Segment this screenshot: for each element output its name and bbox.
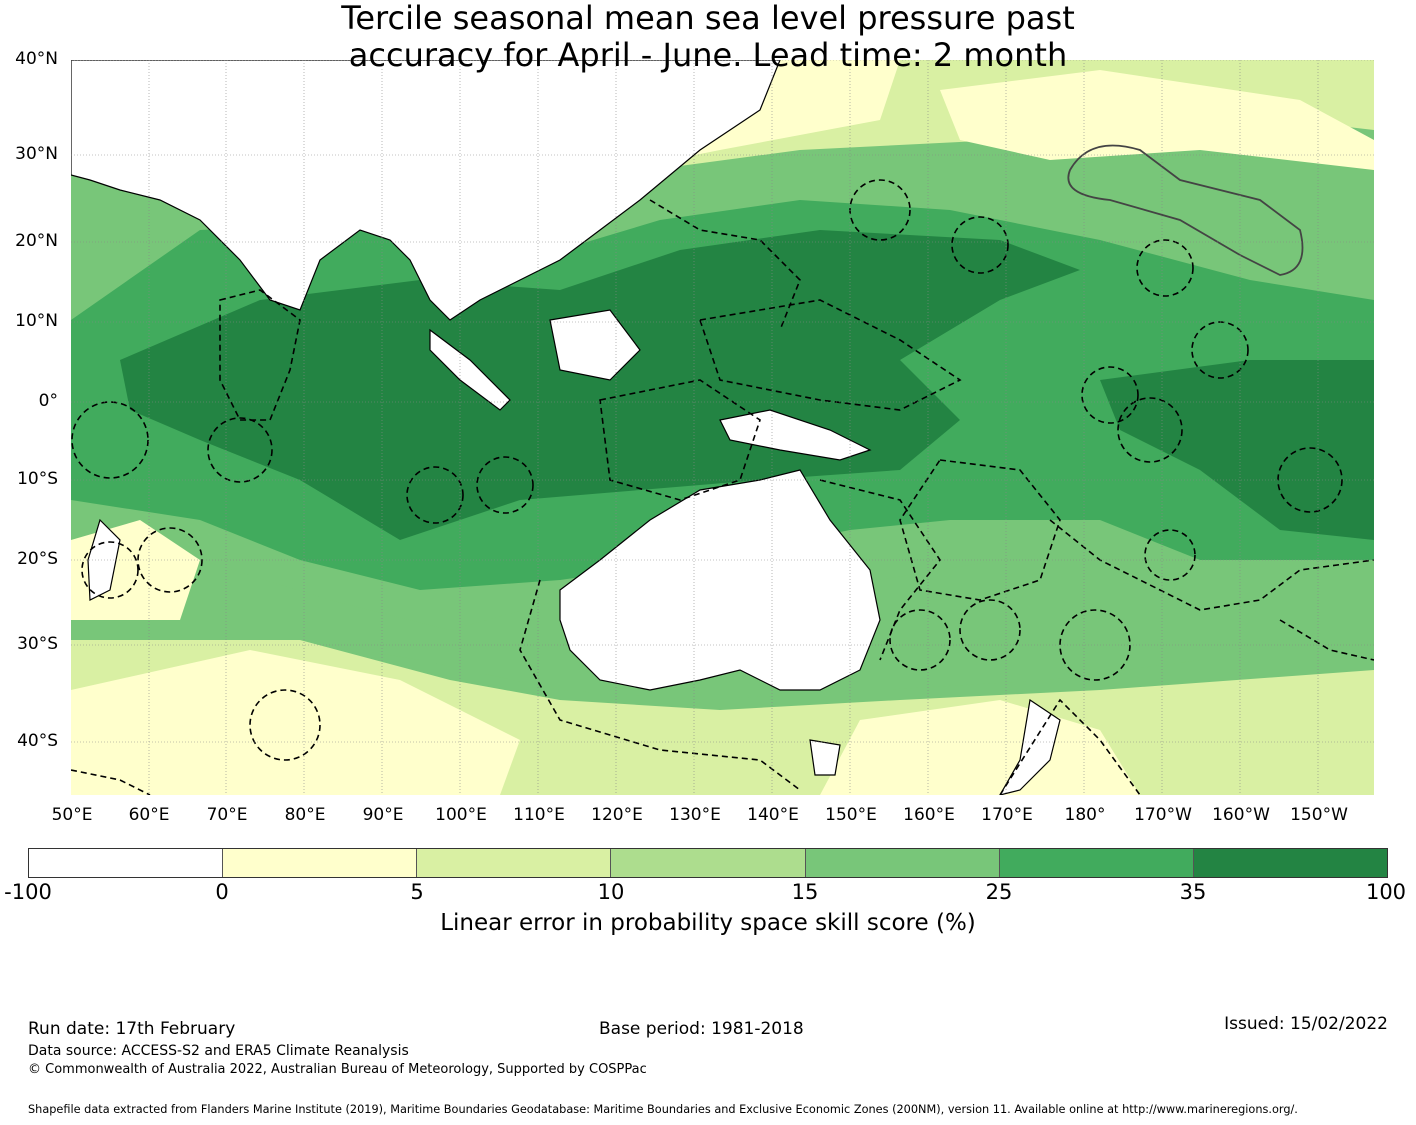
lat-label: 20°N — [15, 231, 58, 251]
lat-label: 20°S — [17, 549, 58, 569]
base-period: Base period: 1981-2018 — [599, 1019, 804, 1039]
lon-label: 160°E — [903, 805, 955, 825]
lon-label: 150°W — [1290, 805, 1348, 825]
data-source: Data source: ACCESS-S2 and ERA5 Climate … — [28, 1043, 409, 1059]
lon-label: 80°E — [284, 805, 326, 825]
colorbar-segment — [999, 849, 1194, 877]
band-core-tropics — [120, 230, 1080, 540]
colorbar-segment — [29, 849, 224, 877]
colorbar-tick: 25 — [985, 880, 1013, 904]
hawaii-eez — [1067, 144, 1304, 276]
lon-label: 90°E — [362, 805, 404, 825]
colorbar-tick: 100 — [1365, 880, 1407, 904]
lon-label: 120°E — [591, 805, 643, 825]
colorbar-tick: 10 — [597, 880, 625, 904]
colorbar — [28, 848, 1388, 878]
lon-label: 60°E — [128, 805, 170, 825]
run-date: Run date: 17th February — [28, 1019, 236, 1039]
skill-map — [71, 60, 1374, 795]
lat-label: 10°S — [17, 469, 58, 489]
lat-label: 10°N — [15, 311, 58, 331]
land-new-guinea — [719, 409, 872, 461]
colorbar-tick: -100 — [4, 880, 52, 904]
lon-label: 180° — [1064, 805, 1106, 825]
colorbar-tick: 35 — [1179, 880, 1207, 904]
shapefile-credit: Shapefile data extracted from Flanders M… — [28, 1103, 1298, 1116]
lat-label: 0° — [38, 391, 58, 411]
lon-label: 160°W — [1212, 805, 1270, 825]
colorbar-label: Linear error in probability space skill … — [440, 910, 976, 936]
chart-title-line-2: accuracy for April - June. Lead time: 2 … — [348, 36, 1068, 74]
colorbar-segment — [805, 849, 1000, 877]
lon-label: 50°E — [51, 805, 93, 825]
issued-date: Issued: 15/02/2022 — [1224, 1014, 1388, 1034]
band-core-east — [1100, 360, 1374, 540]
lon-label: 130°E — [669, 805, 721, 825]
lat-label: 40°N — [15, 49, 58, 69]
colorbar-segment — [417, 849, 612, 877]
lon-label: 170°W — [1134, 805, 1192, 825]
lon-label: 140°E — [747, 805, 799, 825]
lon-label: 150°E — [825, 805, 877, 825]
land-australia — [559, 469, 881, 691]
lon-label: 70°E — [206, 805, 248, 825]
colorbar-segment — [611, 849, 806, 877]
lon-label: 100°E — [435, 805, 487, 825]
lat-label: 30°N — [15, 144, 58, 164]
land-sumatra — [429, 328, 511, 411]
lon-label: 110°E — [513, 805, 565, 825]
land — [71, 60, 1061, 795]
band-pale-north-east — [940, 70, 1374, 170]
copyright: © Commonwealth of Australia 2022, Austra… — [28, 1062, 647, 1077]
land-asia — [71, 60, 781, 321]
lat-label: 30°S — [17, 634, 58, 654]
land-tasmania — [809, 739, 841, 776]
lon-label: 170°E — [981, 805, 1033, 825]
land-borneo — [549, 309, 641, 381]
colorbar-tick: 0 — [215, 880, 229, 904]
lat-label: 40°S — [17, 731, 58, 751]
colorbar-segment — [1193, 849, 1387, 877]
chart-title-line-1: Tercile seasonal mean sea level pressure… — [341, 0, 1075, 37]
band-south-white — [71, 650, 520, 795]
colorbar-tick: 15 — [791, 880, 819, 904]
gridlines — [71, 60, 1374, 795]
band-south-white-east — [820, 700, 1140, 795]
colorbar-segment — [223, 849, 418, 877]
colorbar-tick: 5 — [410, 880, 424, 904]
